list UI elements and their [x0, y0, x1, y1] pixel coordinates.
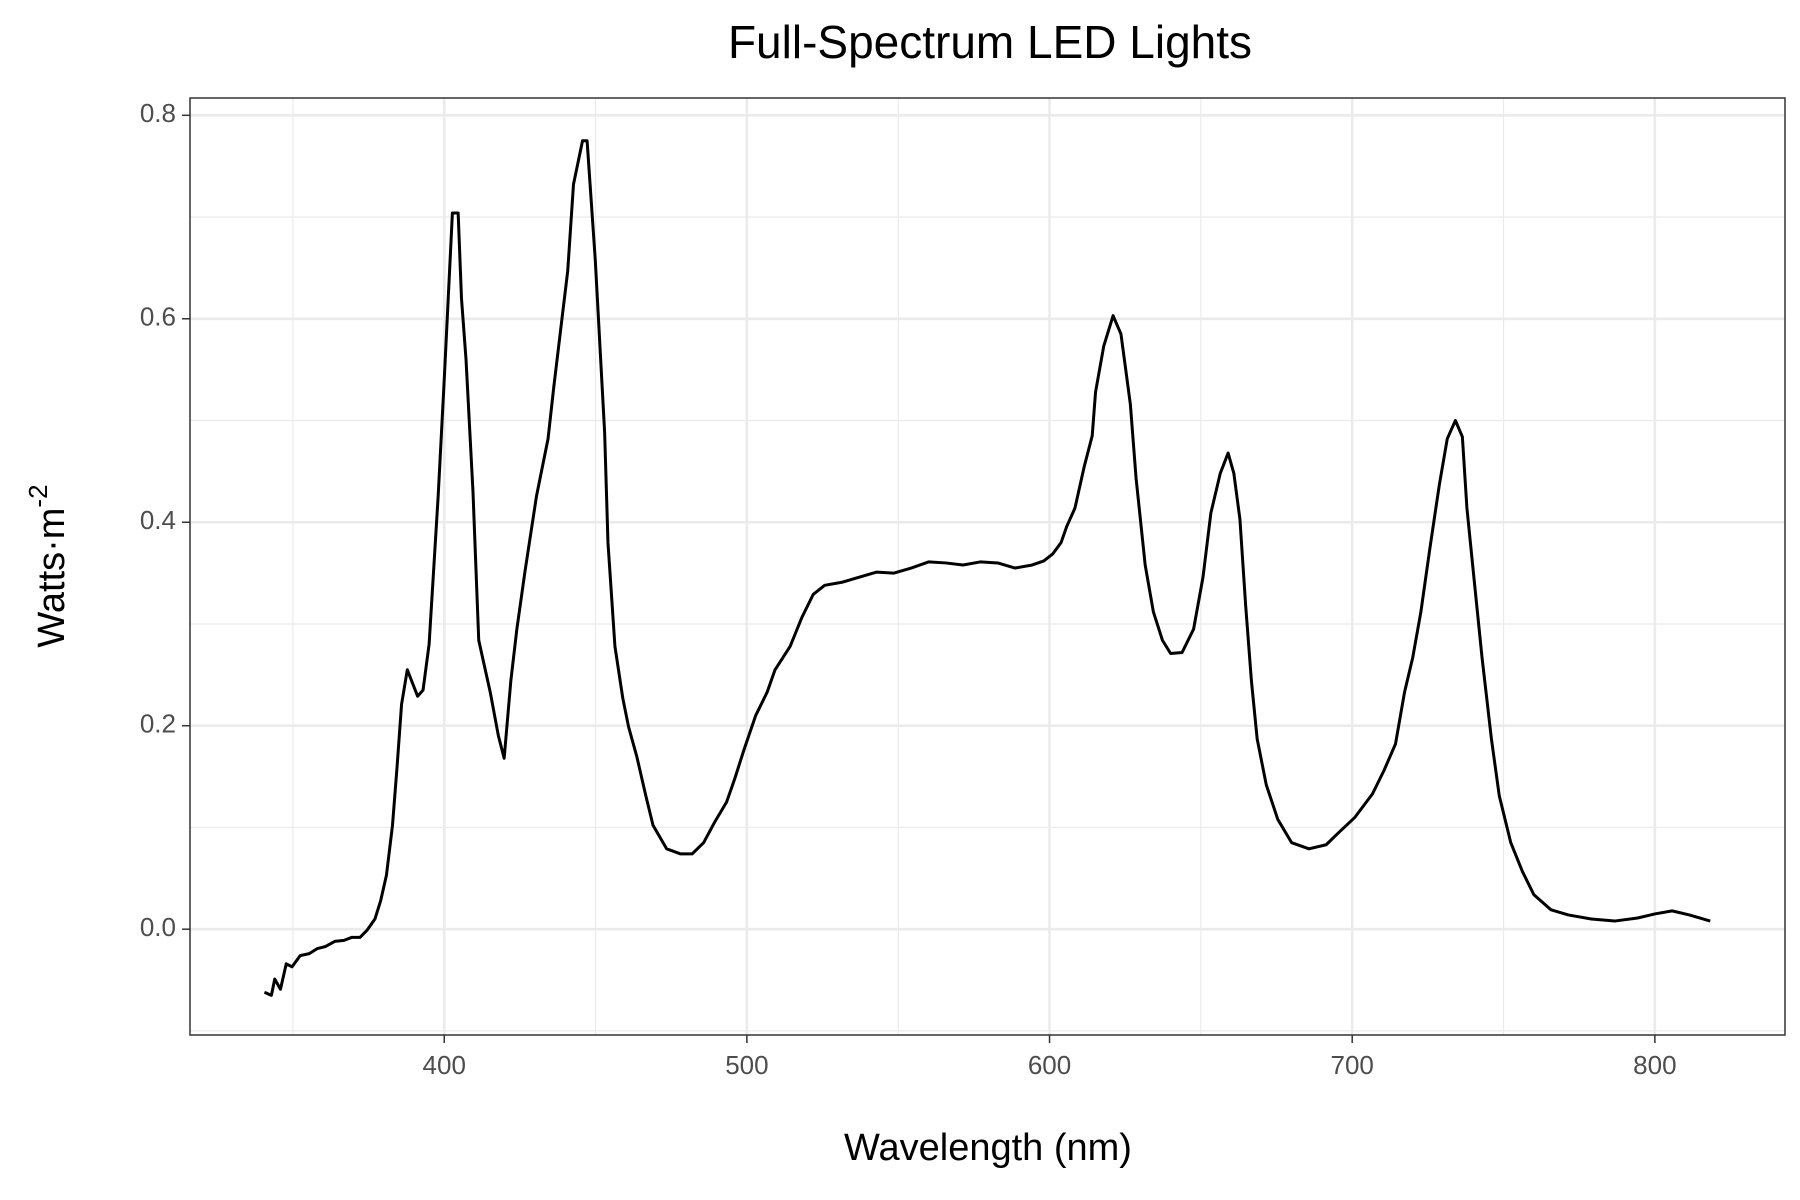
y-tick-label: 0.4: [140, 505, 176, 535]
chart-title: Full-Spectrum LED Lights: [728, 16, 1252, 68]
x-tick-label: 700: [1331, 1050, 1374, 1080]
y-tick-label: 0.6: [140, 302, 176, 332]
plot-panel: [190, 98, 1785, 1035]
x-axis-title: Wavelength (nm): [844, 1127, 1132, 1169]
data-line: [263, 139, 1711, 997]
y-axis-title: Watts·m-2: [23, 484, 73, 647]
x-tick-label: 400: [423, 1050, 466, 1080]
y-tick-label: 0.8: [140, 98, 176, 128]
panel-border: [189, 97, 1786, 1036]
x-tick-label: 800: [1633, 1050, 1676, 1080]
y-axis-title-text: Watts·m: [31, 508, 73, 648]
y-axis-title-exponent: -2: [23, 484, 53, 507]
y-tick-label: 0.0: [140, 912, 176, 942]
x-tick-label: 500: [725, 1050, 768, 1080]
y-tick-label: 0.2: [140, 709, 176, 739]
x-tick-label: 600: [1028, 1050, 1071, 1080]
